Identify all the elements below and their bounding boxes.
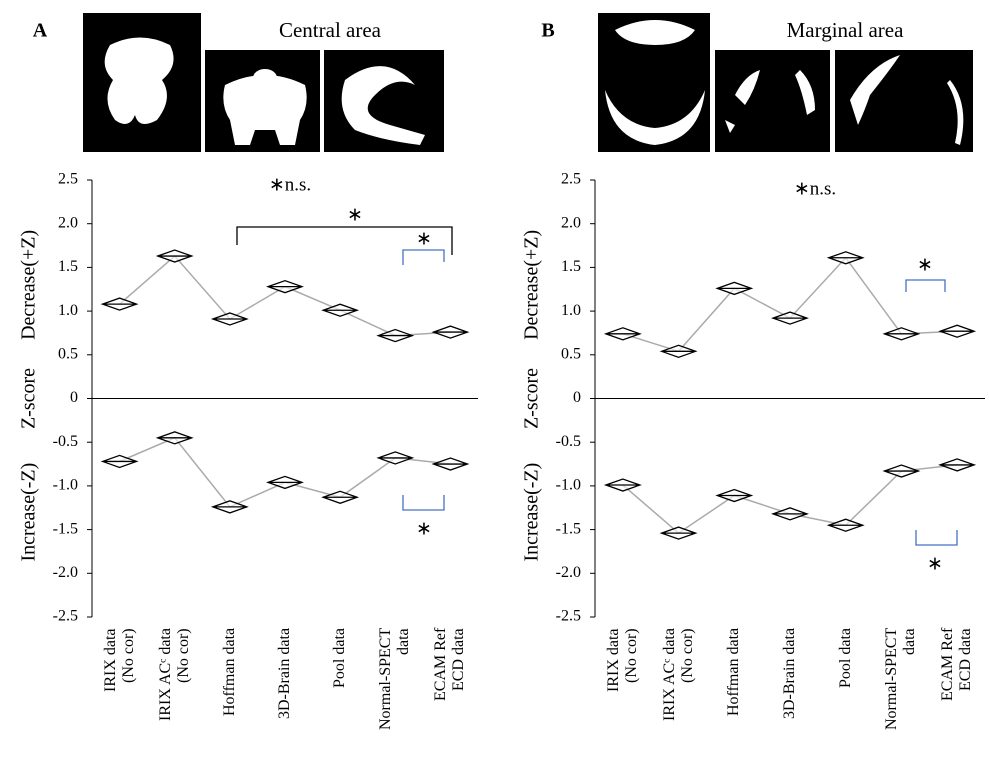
mean-diamond	[213, 501, 247, 513]
y-tick-label: 2.5	[58, 171, 78, 188]
mean-diamond	[323, 491, 357, 503]
x-tick-label: IRIX data (No cor)	[605, 628, 641, 756]
y-tick-label: -1.5	[556, 520, 581, 537]
y-tick-label: 2.0	[58, 214, 78, 231]
y-axis-label-upper: Decrease(+Z)	[521, 230, 543, 340]
annotation: ∗	[347, 204, 363, 225]
y-axis-label-lower: Increase(-Z)	[18, 463, 40, 562]
x-tick-label: ECAM Ref ECD data	[432, 628, 468, 756]
mean-diamond	[940, 459, 974, 471]
mean-diamond	[940, 325, 974, 337]
y-tick-label: -1.0	[556, 477, 581, 494]
y-tick-label: 2.0	[561, 214, 581, 231]
x-tick-label: ECAM Ref ECD data	[939, 628, 975, 756]
annotation: ∗n.s.	[794, 178, 836, 199]
x-tick-label: Normal-SPECT data	[377, 628, 413, 756]
annotation: ∗	[927, 553, 943, 574]
x-tick-label: Hoffman data	[725, 628, 743, 756]
annotation: ∗	[416, 228, 432, 249]
image-panel-b	[598, 13, 973, 152]
y-tick-label: -2.0	[556, 564, 581, 581]
y-tick-label: 0	[70, 389, 78, 406]
panel-label: A	[33, 20, 48, 42]
y-axis-label-lower: Increase(-Z)	[521, 463, 543, 562]
x-tick-label: Pool data	[331, 628, 349, 756]
mean-diamond	[103, 298, 137, 310]
x-tick-label: IRIX ACᶜ data (No cor)	[661, 628, 697, 756]
mean-diamond	[268, 476, 302, 488]
image-title: Marginal area	[787, 18, 904, 42]
x-tick-label: 3D-Brain data	[276, 628, 294, 756]
mean-diamond	[378, 330, 412, 342]
y-tick-label: -2.5	[556, 608, 581, 625]
significance-bracket	[906, 280, 945, 292]
mean-diamond	[103, 455, 137, 467]
x-tick-label: Normal-SPECT data	[883, 628, 919, 756]
mean-diamond	[158, 250, 192, 262]
y-tick-label: 0.5	[561, 345, 581, 362]
annotation: ∗	[416, 518, 432, 539]
figure: A Central area Z-score Decrease(+Z) Increase…	[0, 0, 989, 760]
mean-diamond	[829, 519, 863, 531]
y-tick-label: 1.5	[58, 258, 78, 275]
y-axis-label: Z-score	[18, 368, 40, 429]
mean-diamond	[662, 527, 696, 539]
annotation: ∗n.s.	[269, 174, 311, 195]
x-tick-label: IRIX ACᶜ data (No cor)	[157, 628, 193, 756]
mean-diamond	[158, 432, 192, 444]
y-tick-label: -2.5	[53, 608, 78, 625]
mean-diamond	[213, 313, 247, 325]
y-tick-label: -1.0	[53, 477, 78, 494]
y-tick-label: 2.5	[561, 171, 581, 188]
mean-diamond	[378, 452, 412, 464]
y-tick-label: 0	[573, 389, 581, 406]
image-panel-a	[83, 13, 444, 152]
mean-diamond	[268, 281, 302, 293]
y-tick-label: -0.5	[556, 433, 581, 450]
annotation: ∗	[917, 254, 933, 275]
mean-diamond	[433, 458, 467, 470]
y-axis-label: Z-score	[521, 368, 543, 429]
mean-diamond	[884, 328, 918, 340]
significance-bracket	[916, 530, 957, 545]
mean-diamond	[829, 252, 863, 264]
image-title: Central area	[279, 18, 382, 42]
mean-diamond	[717, 282, 751, 294]
y-tick-label: 1.0	[58, 302, 78, 319]
y-tick-label: 0.5	[58, 345, 78, 362]
mean-diamond	[773, 312, 807, 324]
mean-diamond	[884, 465, 918, 477]
x-tick-label: Pool data	[837, 628, 855, 756]
x-tick-label: IRIX data (No cor)	[102, 628, 138, 756]
y-axis-label-upper: Decrease(+Z)	[18, 230, 40, 340]
y-tick-label: -2.0	[53, 564, 78, 581]
x-tick-label: 3D-Brain data	[781, 628, 799, 756]
mean-diamond	[433, 326, 467, 338]
significance-bracket	[403, 250, 444, 265]
mean-diamond	[323, 304, 357, 316]
panel-label: B	[541, 20, 554, 42]
x-tick-label: Hoffman data	[221, 628, 239, 756]
y-tick-label: 1.5	[561, 258, 581, 275]
mean-diamond	[606, 479, 640, 491]
y-tick-label: -0.5	[53, 433, 78, 450]
mean-line	[120, 438, 451, 507]
mean-line	[120, 256, 451, 336]
y-tick-label: 1.0	[561, 302, 581, 319]
y-tick-label: -1.5	[53, 520, 78, 537]
significance-bracket	[403, 495, 444, 510]
